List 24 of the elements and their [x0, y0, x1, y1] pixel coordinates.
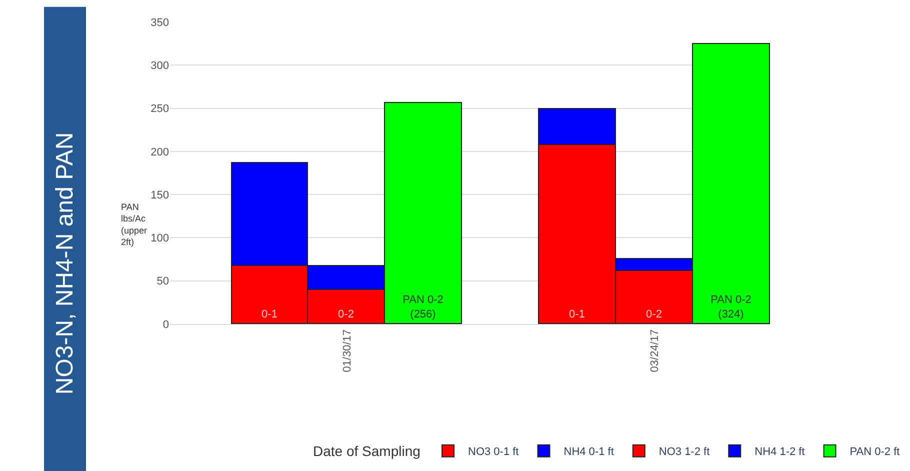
x-tick-label: 03/24/17	[649, 329, 662, 372]
legend-label: NO3 1-2 ft	[658, 446, 710, 458]
y-tick-label: 350	[150, 16, 169, 29]
data-label: 0-2	[338, 308, 354, 320]
y-axis-title: PAN lbs/Ac (upper 2ft)	[121, 202, 148, 248]
data-label: 0-1	[262, 308, 278, 320]
legend-label: NH4 1-2 ft	[754, 446, 805, 458]
y-tick-label: 200	[150, 146, 169, 158]
y-tick-label: 50	[156, 276, 169, 288]
y-tick-label: 150	[150, 189, 169, 202]
text: NO3-N, NH4-N and PAN	[51, 132, 78, 395]
legend-label: NH4 0-1 ft	[564, 446, 614, 458]
legend-label: PAN 0-2 ft	[850, 446, 900, 458]
y-tick-label: 0	[162, 318, 169, 331]
y-tick-label: 250	[150, 103, 169, 116]
x-tick-label: 01/30/17	[341, 329, 354, 372]
data-label: 0-2	[646, 308, 662, 320]
y-tick-label: 100	[150, 232, 169, 245]
data-label: 0-1	[569, 308, 585, 320]
data-label: PAN 0-2 (256)	[402, 294, 444, 320]
y-tick-label: 300	[150, 60, 169, 72]
legend-label: NO3 0-1 ft	[468, 446, 519, 458]
text: Date of Sampling	[313, 443, 420, 459]
data-label: PAN 0-2 (324)	[710, 294, 752, 320]
